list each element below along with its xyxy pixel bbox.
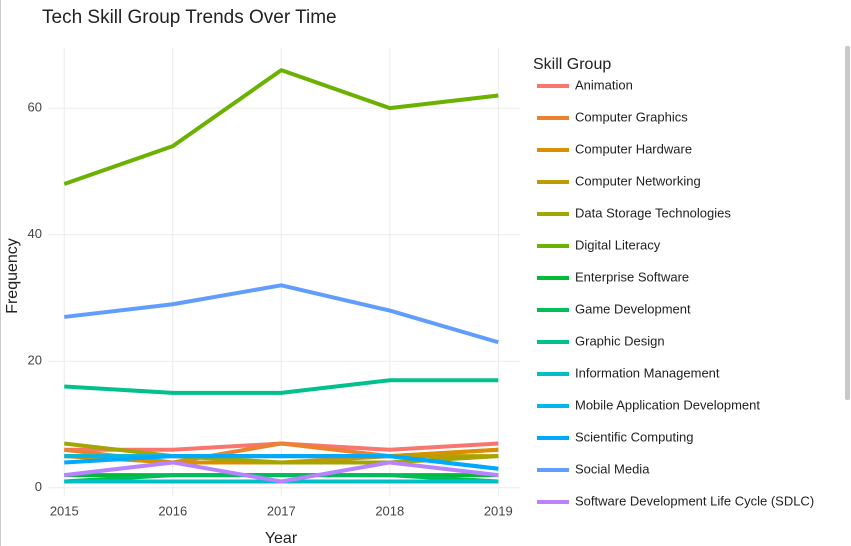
legend-title: Skill Group [533, 56, 611, 73]
legend-label: Digital Literacy [575, 237, 661, 252]
legend-label: Computer Hardware [575, 141, 692, 156]
legend: Animation Computer Graphics Computer Hardw… [537, 77, 814, 508]
legend-label: Mobile Application Development [575, 397, 760, 412]
legend-label: Computer Networking [575, 173, 701, 188]
series-line [64, 378, 499, 395]
legend-label: Social Media [575, 461, 650, 476]
frame-edge [0, 0, 1, 546]
legend-label: Game Development [575, 301, 691, 316]
legend-label: Computer Graphics [575, 109, 688, 124]
legend-label: Information Management [575, 365, 720, 380]
series-line [64, 460, 499, 484]
series-line [64, 454, 499, 471]
legend-label: Graphic Design [575, 333, 665, 348]
series-line [63, 68, 499, 186]
legend-label: Scientific Computing [575, 429, 694, 444]
legend-label: Enterprise Software [575, 269, 689, 284]
y-tick-label: 40 [28, 226, 42, 241]
y-axis-title: Frequency [4, 238, 21, 314]
x-tick-label: 2018 [375, 503, 404, 518]
series-line [64, 283, 499, 345]
legend-label: Software Development Life Cycle (SDLC) [575, 493, 814, 508]
y-tick-label: 0 [35, 479, 42, 494]
y-tick-label: 60 [28, 100, 42, 115]
legend-label: Data Storage Technologies [575, 205, 731, 220]
x-tick-label: 2015 [50, 503, 79, 518]
legend-label: Animation [575, 77, 633, 92]
x-tick-label: 2019 [484, 503, 513, 518]
x-tick-label: 2017 [267, 503, 296, 518]
x-tick-label: 2016 [158, 503, 187, 518]
x-axis-title: Year [265, 530, 298, 546]
series-line [64, 473, 499, 484]
y-tick-label: 20 [28, 353, 42, 368]
chart-title: Tech Skill Group Trends Over Time [42, 7, 337, 28]
legend-scrollbar[interactable] [845, 46, 850, 400]
